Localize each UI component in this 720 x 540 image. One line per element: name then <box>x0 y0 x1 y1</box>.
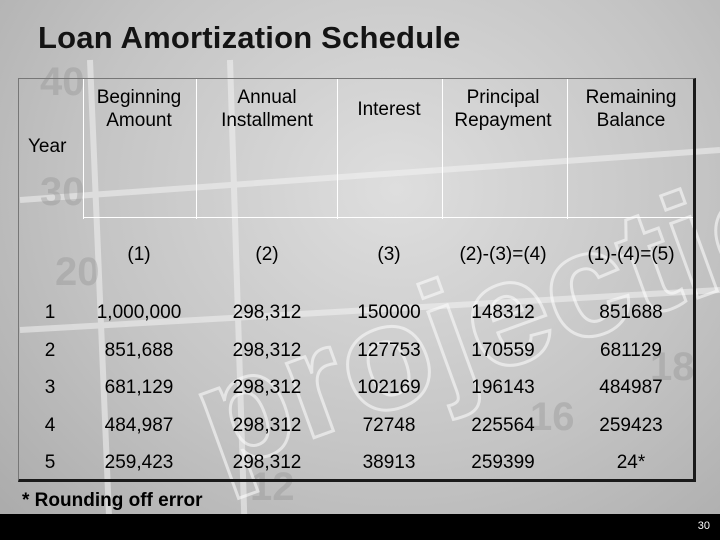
header-remaining-balance: Remaining Balance <box>568 86 694 132</box>
beginning-cell: 259,423 <box>104 452 174 473</box>
principal-cell: 225564 <box>471 415 535 436</box>
header-line: Amount <box>106 110 172 131</box>
svg-text:40: 40 <box>40 60 85 104</box>
interest-cell: 102169 <box>357 377 421 398</box>
footnote: * Rounding off error <box>22 490 203 511</box>
year-cell: 1 <box>44 302 56 323</box>
balance-cell: 259423 <box>599 415 663 436</box>
year-cell: 5 <box>44 452 56 473</box>
header-line: Remaining <box>585 87 677 108</box>
grid-line <box>83 79 84 219</box>
grid-line <box>337 79 338 219</box>
column-code: (1) <box>127 244 151 265</box>
column-code: (3) <box>377 244 401 265</box>
balance-cell: 851688 <box>599 302 663 323</box>
amortization-table <box>18 78 696 482</box>
year-cell: 4 <box>44 415 56 436</box>
column-code: (2)-(3)=(4) <box>459 244 547 265</box>
installment-cell: 298,312 <box>232 415 302 436</box>
installment-cell: 298,312 <box>232 302 302 323</box>
balance-cell: 681129 <box>600 340 662 361</box>
year-cell: 3 <box>44 377 56 398</box>
grid-line <box>567 79 568 219</box>
interest-cell: 38913 <box>362 452 416 473</box>
svg-text:16: 16 <box>530 395 575 439</box>
installment-cell: 298,312 <box>232 340 302 361</box>
year-header: Year <box>28 136 67 157</box>
balance-cell: 24* <box>616 452 646 473</box>
principal-cell: 259399 <box>471 452 535 473</box>
year-cell: 2 <box>44 340 56 361</box>
header-annual-installment: Annual Installment <box>200 86 334 132</box>
interest-cell: 150000 <box>357 302 421 323</box>
principal-cell: 148312 <box>471 302 535 323</box>
header-beginning-amount: Beginning Amount <box>84 86 194 132</box>
grid-line <box>442 79 443 219</box>
grid-line <box>196 79 197 219</box>
column-code: (2) <box>255 244 279 265</box>
header-line: Annual <box>237 87 297 108</box>
header-line: Balance <box>596 110 666 131</box>
balance-cell: 484987 <box>599 377 663 398</box>
header-line: Interest <box>357 99 421 120</box>
svg-text:12: 12 <box>250 465 295 509</box>
svg-text:18: 18 <box>650 345 695 389</box>
svg-text:30: 30 <box>40 170 85 214</box>
page-number: 30 <box>697 520 710 532</box>
installment-cell: 298,312 <box>232 377 302 398</box>
interest-cell: 127753 <box>357 340 421 361</box>
svg-text:20: 20 <box>55 250 100 294</box>
page-title: Loan Amortization Schedule <box>38 20 461 55</box>
header-principal-repayment: Principal Repayment <box>443 86 563 132</box>
footer-bar <box>0 514 720 540</box>
interest-cell: 72748 <box>362 415 416 436</box>
header-line: Beginning <box>96 87 182 108</box>
principal-cell: 196143 <box>471 377 535 398</box>
header-interest: Interest <box>338 98 440 121</box>
beginning-cell: 484,987 <box>104 415 174 436</box>
beginning-cell: 851,688 <box>104 340 174 361</box>
header-line: Principal <box>466 87 540 108</box>
beginning-cell: 681,129 <box>104 377 174 398</box>
column-code: (1)-(4)=(5) <box>587 244 675 265</box>
installment-cell: 298,312 <box>232 452 302 473</box>
header-line: Installment <box>221 110 313 131</box>
beginning-cell: 1,000,000 <box>96 302 182 323</box>
grid-line <box>83 217 693 218</box>
header-line: Repayment <box>454 110 552 131</box>
principal-cell: 170559 <box>471 340 535 361</box>
